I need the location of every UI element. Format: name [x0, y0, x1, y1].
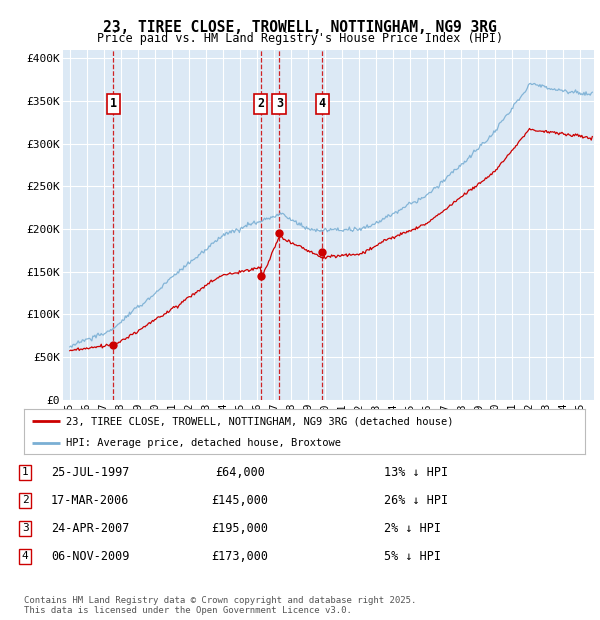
- Text: 2: 2: [22, 495, 29, 505]
- Text: £195,000: £195,000: [212, 522, 269, 534]
- Text: 24-APR-2007: 24-APR-2007: [51, 522, 130, 534]
- Text: HPI: Average price, detached house, Broxtowe: HPI: Average price, detached house, Brox…: [66, 438, 341, 448]
- Text: 23, TIREE CLOSE, TROWELL, NOTTINGHAM, NG9 3RG (detached house): 23, TIREE CLOSE, TROWELL, NOTTINGHAM, NG…: [66, 416, 454, 427]
- Text: 1: 1: [110, 97, 117, 110]
- Text: 3: 3: [276, 97, 283, 110]
- Text: Contains HM Land Registry data © Crown copyright and database right 2025.
This d: Contains HM Land Registry data © Crown c…: [24, 596, 416, 615]
- Text: 26% ↓ HPI: 26% ↓ HPI: [384, 494, 448, 507]
- Text: 06-NOV-2009: 06-NOV-2009: [51, 550, 130, 562]
- Text: 4: 4: [319, 97, 326, 110]
- Text: 2: 2: [257, 97, 264, 110]
- Text: 25-JUL-1997: 25-JUL-1997: [51, 466, 130, 479]
- Text: £64,000: £64,000: [215, 466, 265, 479]
- Text: 23, TIREE CLOSE, TROWELL, NOTTINGHAM, NG9 3RG: 23, TIREE CLOSE, TROWELL, NOTTINGHAM, NG…: [103, 20, 497, 35]
- Text: £145,000: £145,000: [212, 494, 269, 507]
- Text: 13% ↓ HPI: 13% ↓ HPI: [384, 466, 448, 479]
- Text: Price paid vs. HM Land Registry's House Price Index (HPI): Price paid vs. HM Land Registry's House …: [97, 32, 503, 45]
- Text: 5% ↓ HPI: 5% ↓ HPI: [384, 550, 441, 562]
- Text: £173,000: £173,000: [212, 550, 269, 562]
- Text: 17-MAR-2006: 17-MAR-2006: [51, 494, 130, 507]
- Text: 2% ↓ HPI: 2% ↓ HPI: [384, 522, 441, 534]
- Text: 1: 1: [22, 467, 29, 477]
- Text: 4: 4: [22, 551, 29, 561]
- Text: 3: 3: [22, 523, 29, 533]
